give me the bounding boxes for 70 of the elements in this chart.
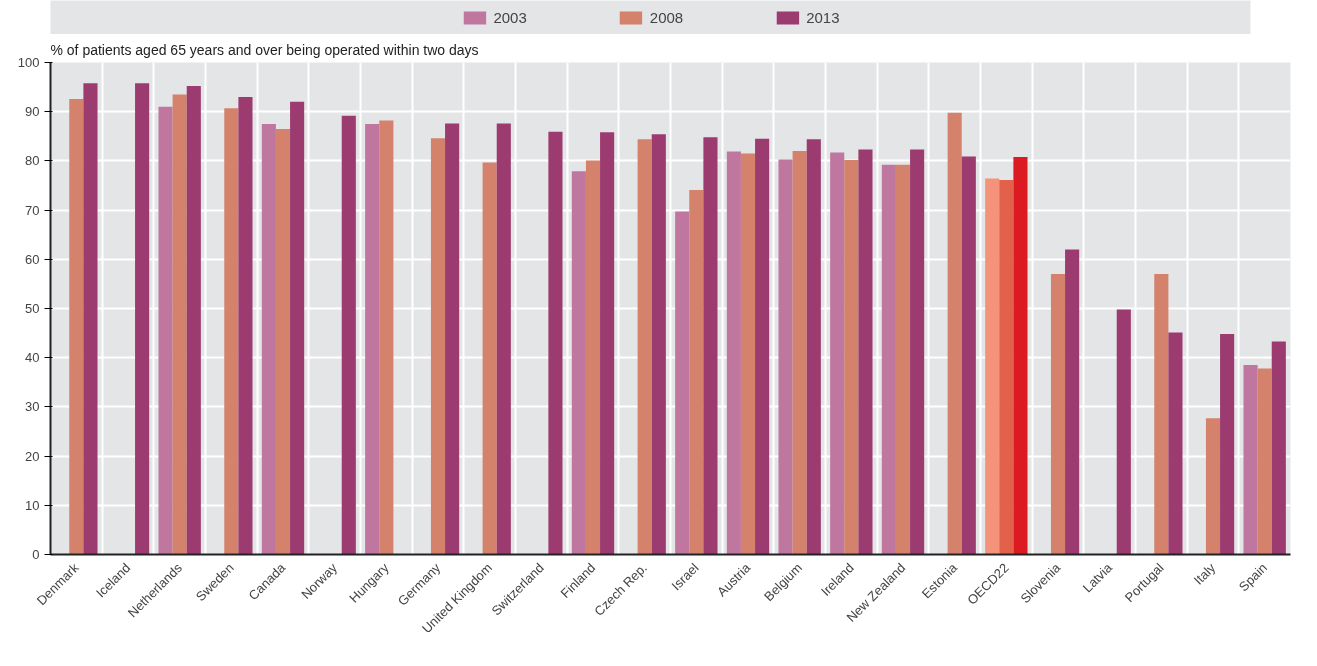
bar bbox=[83, 83, 98, 555]
legend-label: 2013 bbox=[806, 8, 840, 26]
bar bbox=[910, 149, 925, 555]
bar bbox=[651, 134, 666, 555]
bar bbox=[806, 139, 821, 555]
bar bbox=[548, 131, 563, 555]
bar bbox=[1065, 249, 1080, 555]
bar bbox=[482, 162, 497, 555]
bar bbox=[261, 124, 276, 555]
bar bbox=[792, 151, 807, 555]
bar bbox=[858, 149, 873, 555]
y-tick-label: 100 bbox=[17, 55, 40, 70]
bar bbox=[1168, 332, 1183, 555]
bar bbox=[275, 128, 291, 555]
y-tick-label: 0 bbox=[32, 547, 40, 562]
bar bbox=[238, 96, 253, 555]
bar bbox=[158, 106, 173, 555]
bar bbox=[445, 123, 460, 555]
y-axis-title: % of patients aged 65 years and over being operated within two days bbox=[50, 41, 479, 58]
bar bbox=[1243, 365, 1258, 555]
bar bbox=[947, 112, 962, 555]
bar bbox=[571, 171, 586, 555]
bar bbox=[365, 124, 380, 555]
bar bbox=[755, 138, 770, 555]
bar bbox=[1271, 341, 1286, 555]
bar bbox=[1205, 418, 1221, 555]
y-tick-label: 40 bbox=[25, 350, 40, 366]
bar bbox=[600, 132, 615, 555]
bar bbox=[172, 94, 187, 555]
y-tick-label: 30 bbox=[25, 399, 40, 415]
y-tick-label: 60 bbox=[25, 251, 40, 267]
bar bbox=[881, 164, 896, 555]
bar bbox=[689, 189, 704, 555]
y-tick-label: 10 bbox=[25, 497, 40, 513]
y-tick-label: 70 bbox=[25, 202, 40, 218]
bar bbox=[135, 83, 150, 555]
bar bbox=[1050, 274, 1066, 555]
bar bbox=[1257, 368, 1272, 555]
bar bbox=[637, 139, 652, 555]
bar bbox=[1154, 274, 1169, 555]
bar bbox=[290, 101, 305, 555]
bar bbox=[675, 211, 690, 555]
y-tick-label: 50 bbox=[25, 301, 40, 316]
bar bbox=[726, 151, 741, 555]
bar bbox=[1220, 334, 1235, 555]
x-tick-label: Italy bbox=[1190, 559, 1219, 588]
bar bbox=[1013, 156, 1028, 555]
y-tick-label: 90 bbox=[25, 104, 40, 120]
bar bbox=[895, 164, 911, 555]
bar bbox=[341, 115, 356, 555]
bar bbox=[778, 159, 793, 555]
bar bbox=[585, 160, 601, 555]
bar bbox=[703, 137, 718, 555]
bar bbox=[985, 178, 1000, 555]
bar bbox=[1116, 309, 1131, 555]
bar bbox=[379, 120, 394, 555]
legend-label: 2008 bbox=[649, 8, 684, 26]
bar bbox=[224, 108, 239, 555]
y-tick-label: 20 bbox=[25, 448, 40, 464]
bar bbox=[186, 86, 201, 555]
bar bbox=[430, 138, 446, 555]
legend-label: 2003 bbox=[493, 8, 527, 26]
bar bbox=[830, 152, 845, 555]
bar bbox=[740, 153, 756, 555]
bar bbox=[844, 159, 859, 555]
bar bbox=[961, 156, 976, 555]
y-tick-label: 80 bbox=[25, 153, 40, 169]
bar bbox=[496, 123, 511, 555]
bar bbox=[69, 98, 84, 555]
bar bbox=[999, 180, 1014, 555]
